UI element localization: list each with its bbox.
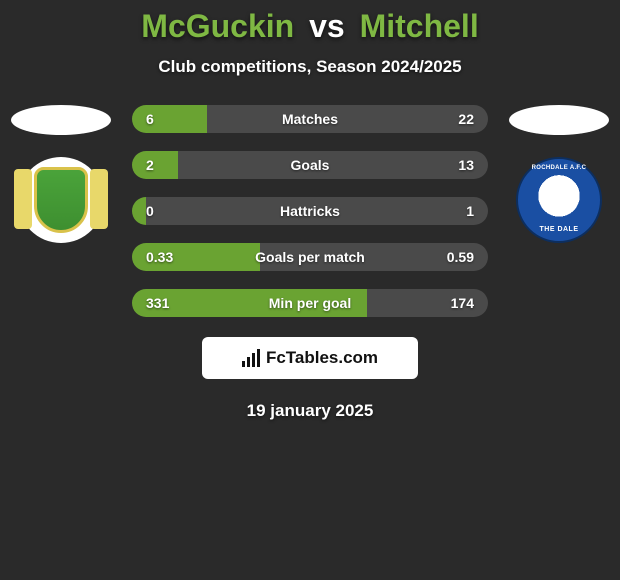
stat-left-fill [132, 105, 207, 133]
stat-value-left: 2 [146, 157, 154, 173]
stat-label: Min per goal [269, 295, 351, 311]
subtitle: Club competitions, Season 2024/2025 [0, 57, 620, 77]
stat-label: Matches [282, 111, 338, 127]
stat-value-right: 13 [458, 157, 474, 173]
stat-value-right: 174 [451, 295, 474, 311]
stat-row: 2 Goals 13 [132, 151, 488, 179]
source-text: FcTables.com [266, 348, 378, 368]
stat-right-fill [207, 105, 488, 133]
stat-left-fill [132, 197, 146, 225]
stat-value-right: 0.59 [447, 249, 474, 265]
club-badge-left [18, 157, 104, 243]
right-column: ROCHDALE A.F.C THE DALE [504, 105, 614, 243]
player1-avatar-placeholder [11, 105, 111, 135]
badge-right-bottom-text: THE DALE [540, 226, 579, 233]
comparison-card: McGuckin vs Mitchell Club competitions, … [0, 0, 620, 421]
badge-left-decoration [90, 169, 108, 229]
stat-label: Hattricks [280, 203, 340, 219]
stat-value-right: 22 [458, 111, 474, 127]
source-badge[interactable]: FcTables.com [202, 337, 418, 379]
player2-avatar-placeholder [509, 105, 609, 135]
main-row: 6Matches222Goals130Hattricks10.33Goals p… [0, 105, 620, 317]
stat-value-left: 0 [146, 203, 154, 219]
stat-label: Goals [291, 157, 330, 173]
stat-value-right: 1 [466, 203, 474, 219]
stat-value-left: 0.33 [146, 249, 173, 265]
stat-row: 331 Min per goal 174 [132, 289, 488, 317]
stat-value-left: 6 [146, 111, 154, 127]
stat-row: 0 Hattricks 1 [132, 197, 488, 225]
stat-label: Goals per match [255, 249, 365, 265]
player1-name: McGuckin [141, 8, 294, 44]
title: McGuckin vs Mitchell [0, 8, 620, 45]
badge-left-decoration [14, 169, 32, 229]
stat-row: 6 Matches 22 [132, 105, 488, 133]
stats-list: 6Matches222Goals130Hattricks10.33Goals p… [116, 105, 504, 317]
stat-right-fill [178, 151, 488, 179]
stat-value-left: 331 [146, 295, 169, 311]
club-badge-right: ROCHDALE A.F.C THE DALE [516, 157, 602, 243]
left-column [6, 105, 116, 243]
stat-left-fill [132, 151, 178, 179]
chart-bars-icon [242, 349, 260, 367]
vs-separator: vs [309, 8, 345, 44]
stat-row: 0.33 Goals per match 0.59 [132, 243, 488, 271]
badge-left-shield [34, 167, 88, 233]
player2-name: Mitchell [360, 8, 479, 44]
date-label: 19 january 2025 [0, 401, 620, 421]
badge-right-top-text: ROCHDALE A.F.C [532, 165, 587, 171]
